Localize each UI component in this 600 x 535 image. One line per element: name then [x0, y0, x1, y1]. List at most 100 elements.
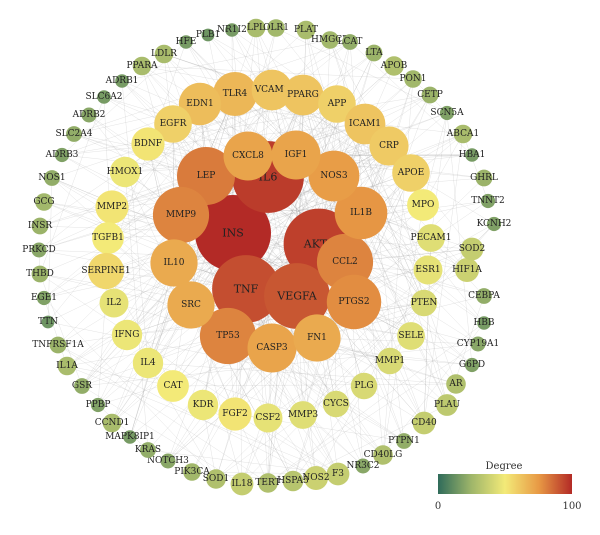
- gene-node-circle: [92, 222, 124, 254]
- gene-node-olr1: OLR1: [263, 19, 289, 37]
- gene-node-slc2a4: SLC2A4: [56, 126, 93, 142]
- gene-node-sele: SELE: [397, 322, 425, 350]
- edge: [38, 249, 247, 290]
- edge: [61, 123, 366, 156]
- gene-node-kras: KRAS: [135, 442, 161, 458]
- gene-node-label: SLC2A4: [56, 129, 93, 139]
- gene-node-circle: [57, 356, 77, 376]
- gene-node-mmp2: MMP2: [95, 190, 129, 224]
- gene-node-label: TLR4: [223, 89, 248, 99]
- gene-node-circle: [31, 242, 47, 258]
- gene-node-circle: [476, 288, 492, 304]
- gene-node-circle: [410, 289, 438, 317]
- gene-node-pten: PTEN: [410, 289, 438, 317]
- gene-node-label: FN1: [307, 333, 327, 343]
- gene-node-f3: F3: [326, 462, 350, 486]
- edge: [245, 288, 339, 475]
- gene-node-circle: [322, 390, 350, 418]
- gene-node-il18: IL18: [230, 472, 254, 496]
- gene-node-g6pd: G6PD: [459, 357, 485, 373]
- gene-node-label: SLC6A2: [86, 92, 123, 102]
- gene-node-circle: [296, 20, 316, 40]
- gene-node-label: CYCS: [323, 399, 349, 409]
- edge: [430, 112, 448, 239]
- gene-node-label: OLR1: [263, 23, 289, 33]
- edge: [111, 262, 175, 424]
- gene-node-ghrl: GHRL: [470, 169, 498, 187]
- gene-node-circle: [99, 288, 129, 318]
- gene-node-label: TGFB1: [92, 233, 124, 243]
- gene-node-circle: [152, 186, 210, 244]
- edge: [267, 322, 485, 484]
- gene-node-ppbp: PPBP: [86, 397, 110, 413]
- gene-node-plat: PLAT: [294, 20, 318, 40]
- gene-node-adrb1: ADRB1: [105, 74, 138, 88]
- gene-node-label: SRC: [181, 300, 201, 310]
- gene-node-label: MMP3: [288, 410, 318, 420]
- edge: [292, 301, 355, 482]
- gene-node-ttn: TTN: [38, 315, 58, 329]
- gene-node-circle: [267, 19, 285, 37]
- gene-node-circle: [326, 274, 382, 330]
- gene-node-label: LPL: [247, 23, 265, 33]
- gene-node-tnf: TNF: [212, 255, 280, 323]
- gene-node-circle: [417, 224, 445, 252]
- edge: [43, 201, 247, 290]
- gene-node-nr1i2: NR1I2: [217, 23, 247, 37]
- gene-node-plau: PLAU: [434, 394, 461, 416]
- gene-node-label: PLAU: [434, 400, 461, 410]
- gene-node-tnnt2: TNNT2: [471, 193, 505, 209]
- gene-node-circle: [115, 74, 129, 88]
- gene-node-circle: [397, 322, 425, 350]
- gene-node-gcg: GCG: [33, 193, 55, 211]
- gene-node-ldlr: LDLR: [151, 44, 177, 64]
- edge: [462, 133, 489, 202]
- edge: [446, 112, 473, 366]
- gene-node-circle: [31, 265, 49, 283]
- gene-node-label: IL1A: [56, 361, 78, 371]
- gene-node-circle: [308, 150, 360, 202]
- gene-node-mmp1: MMP1: [375, 347, 405, 375]
- edge: [66, 365, 174, 387]
- gene-node-label: APOB: [380, 61, 408, 71]
- gene-node-label: TTN: [38, 317, 58, 327]
- edge: [43, 297, 68, 367]
- edge: [316, 337, 448, 406]
- edge: [47, 93, 236, 323]
- gene-node-label: TNFRSF1A: [32, 340, 84, 350]
- edge: [57, 344, 317, 479]
- gene-node-label: GSR: [72, 381, 92, 391]
- gene-node-label: MMP9: [166, 210, 196, 220]
- gene-node-label: EDN1: [186, 99, 213, 109]
- gene-node-circle: [35, 193, 53, 211]
- gene-node-label: MMP1: [375, 356, 405, 366]
- edge: [302, 94, 448, 406]
- gene-node-label: TNNT2: [471, 196, 504, 206]
- gene-node-ptpn1: PTPN1: [388, 433, 420, 449]
- gene-node-label: GHRL: [470, 173, 498, 183]
- gene-node-label: IL10: [164, 258, 185, 268]
- gene-node-circle: [396, 433, 412, 449]
- gene-node-circle: [413, 255, 443, 285]
- gene-node-label: SCN5A: [430, 108, 464, 118]
- edge: [292, 385, 365, 482]
- gene-node-circle: [123, 430, 137, 444]
- gene-node-circle: [436, 394, 458, 416]
- gene-node-label: APOE: [397, 168, 425, 178]
- gene-node-circle: [201, 28, 215, 42]
- gene-node-label: LCAT: [338, 37, 363, 47]
- gene-node-label: MPO: [412, 200, 435, 210]
- gene-node-circle: [464, 357, 480, 373]
- degree-legend: Degree 0 100: [435, 461, 582, 512]
- gene-node-circle: [95, 190, 129, 224]
- gene-node-label: CCL2: [332, 257, 357, 267]
- gene-node-label: PLAT: [294, 25, 318, 35]
- gene-node-hspa5: HSPA5: [277, 470, 309, 492]
- gene-node-circle: [140, 442, 156, 458]
- gene-node-label: LTA: [365, 48, 383, 58]
- gene-node-circle: [480, 193, 496, 209]
- gene-node-label: HBB: [473, 318, 494, 328]
- node-layer: INSIL6AKT1TNFVEGFALEPMMP9CCL2TP53PTGS2IL…: [22, 18, 511, 496]
- gene-node-esr1: ESR1: [413, 255, 443, 285]
